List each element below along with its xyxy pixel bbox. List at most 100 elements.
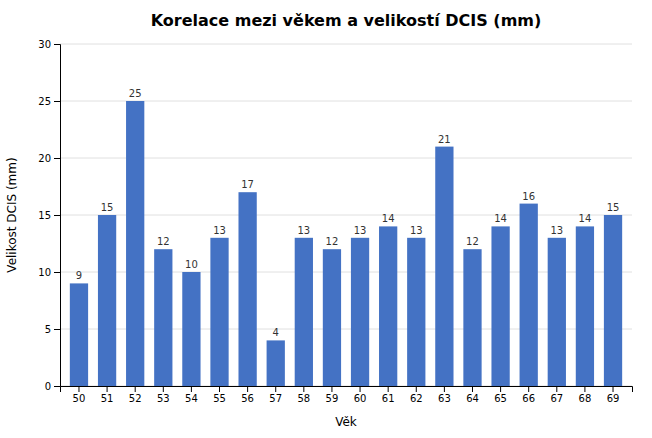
bar: [98, 215, 116, 386]
data-label: 14: [579, 213, 592, 224]
y-tick-label: 30: [38, 39, 51, 50]
grid-line: [60, 158, 632, 159]
data-label: 25: [129, 88, 142, 99]
x-tick: 54: [185, 386, 198, 404]
axis-line: [61, 387, 633, 393]
y-tick: 30: [38, 39, 60, 50]
bar: [576, 226, 594, 386]
x-tick-label: 68: [579, 393, 592, 404]
y-tick-mark: [54, 329, 60, 330]
x-axis-title: Věk: [335, 415, 357, 429]
bar: [70, 283, 88, 386]
x-tick: 65: [494, 386, 507, 404]
data-label: 14: [382, 213, 395, 224]
grid-line: [60, 272, 632, 273]
x-tick: 58: [297, 386, 310, 404]
data-label: 12: [466, 236, 479, 247]
x-tick: 67: [550, 386, 563, 404]
bar: [463, 249, 481, 386]
x-tick-label: 55: [213, 393, 226, 404]
title: Korelace mezi věkem a velikostí DCIS (mm…: [151, 11, 542, 30]
y-tick-mark: [54, 386, 60, 387]
x-tick-label: 57: [269, 393, 282, 404]
y-axis-title: Velikost DCIS (mm): [5, 157, 19, 272]
data-label: 17: [241, 179, 254, 190]
x-tick: 55: [213, 386, 226, 404]
x-tick-label: 51: [101, 393, 114, 404]
y-tick-mark: [54, 101, 60, 102]
data-label: 9: [76, 270, 82, 281]
bar: [154, 249, 172, 386]
y-tick: 10: [38, 267, 60, 278]
y-axis: 0 5 10 15 20 25 30: [38, 39, 60, 392]
y-tick-mark: [54, 272, 60, 273]
x-tick: 53: [157, 386, 170, 404]
y-tick-label: 20: [38, 153, 51, 164]
x-tick-mark: [247, 386, 248, 392]
y-tick-label: 5: [45, 324, 51, 335]
x-tick-mark: [528, 386, 529, 392]
x-tick: 60: [354, 386, 367, 404]
x-tick-mark: [556, 386, 557, 392]
x-tick: 63: [438, 386, 451, 404]
x-tick-label: 62: [410, 393, 423, 404]
data-labels: 91525121013174131213141321121416131415: [76, 88, 620, 338]
x-tick: 69: [607, 386, 620, 404]
x-tick: 52: [129, 386, 142, 404]
data-label: 14: [494, 213, 507, 224]
bar: [520, 204, 538, 386]
bar: [435, 147, 453, 386]
y-tick: 5: [45, 324, 60, 335]
x-tick: 68: [579, 386, 592, 404]
y-tick-mark: [54, 158, 60, 159]
bar: [351, 238, 369, 386]
x-tick-label: 65: [494, 393, 507, 404]
x-tick-mark: [331, 386, 332, 392]
data-label: 12: [157, 236, 170, 247]
x-tick-label: 66: [522, 393, 535, 404]
x-tick-mark: [416, 386, 417, 392]
x-tick-mark: [135, 386, 136, 392]
x-tick-mark: [444, 386, 445, 392]
data-label: 13: [213, 225, 226, 236]
bar: [407, 238, 425, 386]
x-tick-label: 53: [157, 393, 170, 404]
x-tick-mark: [472, 386, 473, 392]
x-tick-label: 69: [607, 393, 620, 404]
y-tick-label: 25: [38, 96, 51, 107]
x-tick-label: 59: [326, 393, 339, 404]
y-tick: 25: [38, 96, 60, 107]
x-tick: 57: [269, 386, 282, 404]
x-tick: 66: [522, 386, 535, 404]
x-tick-label: 67: [550, 393, 563, 404]
bar: [604, 215, 622, 386]
bar: [323, 249, 341, 386]
x-tick-mark: [275, 386, 276, 392]
data-label: 13: [297, 225, 310, 236]
bar: [548, 238, 566, 386]
bar: [295, 238, 313, 386]
x-tick-label: 61: [382, 393, 395, 404]
y-tick-label: 0: [45, 381, 51, 392]
x-tick-label: 52: [129, 393, 142, 404]
data-label: 15: [607, 202, 620, 213]
bar: [126, 101, 144, 386]
y-tick-label: 15: [38, 210, 51, 221]
y-tick: 20: [38, 153, 60, 164]
x-tick: 59: [326, 386, 339, 404]
data-label: 21: [438, 134, 451, 145]
x-tick-label: 63: [438, 393, 451, 404]
x-tick-label: 56: [241, 393, 254, 404]
y-tick: 0: [45, 381, 60, 392]
x-tick-label: 50: [73, 393, 86, 404]
x-tick: 62: [410, 386, 423, 404]
data-label: 13: [354, 225, 367, 236]
grid-line: [60, 44, 632, 45]
data-label: 12: [326, 236, 339, 247]
data-label: 10: [185, 259, 198, 270]
x-tick-mark: [360, 386, 361, 392]
y-tick-mark: [54, 215, 60, 216]
y-tick: 15: [38, 210, 60, 221]
x-tick-label: 64: [466, 393, 479, 404]
data-label: 4: [273, 327, 279, 338]
